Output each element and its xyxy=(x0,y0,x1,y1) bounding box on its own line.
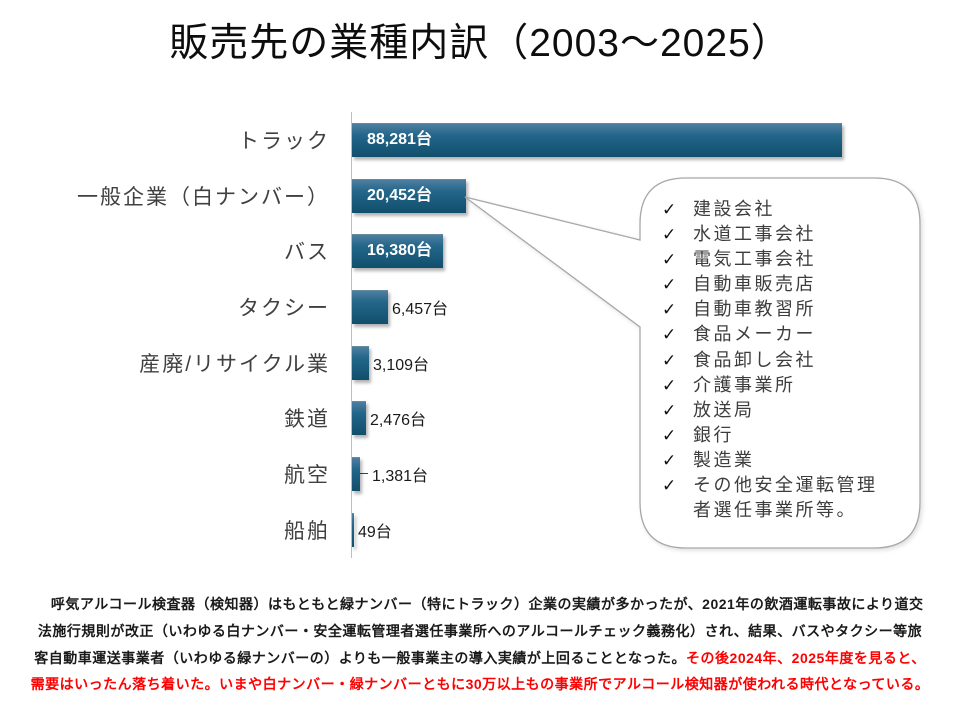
chart-row: タクシー 6,457台 xyxy=(0,279,900,335)
check-icon: ✓ xyxy=(662,250,677,270)
footer-segment: 客自動車運送事業者（いわゆる緑ナンバーの）よりも一般事業主の導入実績が上回ること… xyxy=(34,649,687,666)
footer-line: 需要はいったん落ち着いた。いまや白ナンバー・緑ナンバーともに30万以上もの事業所… xyxy=(0,671,960,698)
footer-line: 法施行規則が改正（いわゆる白ナンバー・安全運転管理者選任事業所へのアルコールチェ… xyxy=(0,618,960,645)
callout-list: ✓ 建設会社 ✓ 水道工事会社 ✓ 電気工事会社 ✓ 自動車販売店 ✓ 自動車教習所 ✓ 食品メーカー… xyxy=(660,197,912,523)
check-icon: ✓ xyxy=(662,225,677,245)
plot-area: 20,452台 xyxy=(351,167,900,224)
plot-area: 1,381台 xyxy=(351,446,900,502)
plot-area: 3,109台 xyxy=(351,334,900,391)
callout-item-label: 建設会社 xyxy=(693,199,775,219)
callout-item: ✓ 建設会社 xyxy=(660,197,912,222)
callout-item-label: 電気工事会社 xyxy=(693,249,816,270)
footer-line: 呼気アルコール検査器（検知器）はもともと緑ナンバー（特にトラック）企業の実績が多… xyxy=(0,591,960,618)
chart-row: トラック 88,281台 xyxy=(0,112,900,168)
check-icon: ✓ xyxy=(662,350,677,370)
category-label: バス xyxy=(284,241,330,265)
chart-row: 航空 1,381台 xyxy=(0,446,900,502)
bar xyxy=(352,456,360,491)
page-title: 販売先の業種内訳（2003～2025） xyxy=(169,22,791,65)
bar-value-label: 16,380台 xyxy=(367,242,432,260)
leader-line xyxy=(360,473,368,475)
category-label: 船舶 xyxy=(284,519,330,543)
bar-value-label: 3,109台 xyxy=(373,356,430,374)
callout-item: ✓ その他安全運転管理 者選任事業所等。 xyxy=(660,473,912,523)
check-icon: ✓ xyxy=(662,375,677,395)
bar-value-label: 2,476台 xyxy=(370,412,427,430)
callout-item: ✓ 自動車販売店 xyxy=(660,272,912,297)
callout-item-label: 放送局 xyxy=(693,399,755,420)
callout-item-label: 介護事業所 xyxy=(693,374,796,395)
callout-item: ✓ 製造業 xyxy=(660,448,912,473)
footer-note: 呼気アルコール検査器（検知器）はもともと緑ナンバー（特にトラック）企業の実績が多… xyxy=(0,591,960,698)
footer-segment: 法施行規則が改正（いわゆる白ナンバー・安全運転管理者選任事業所へのアルコールチェ… xyxy=(37,622,923,639)
footer-line: 客自動車運送事業者（いわゆる緑ナンバーの）よりも一般事業主の導入実績が上回ること… xyxy=(0,645,960,672)
check-icon: ✓ xyxy=(662,425,677,445)
callout-item: ✓ 電気工事会社 xyxy=(660,247,912,272)
bar xyxy=(352,289,388,324)
callout-item: ✓ 銀行 xyxy=(660,423,912,448)
bar xyxy=(352,345,369,380)
callout-item-label: その他安全運転管理 者選任事業所等。 xyxy=(693,475,878,521)
category-label: 鉄道 xyxy=(284,408,330,432)
callout-item-label: 自動車販売店 xyxy=(693,274,816,295)
callout-item-label: 水道工事会社 xyxy=(693,224,816,245)
category-label: タクシー xyxy=(238,296,330,320)
callout-item-label: 食品メーカー xyxy=(693,324,816,345)
bar-value-label: 20,452台 xyxy=(367,186,432,204)
bar-value-label: 1,381台 xyxy=(372,467,429,485)
plot-area: 88,281台 xyxy=(351,112,900,168)
callout-item: ✓ 食品メーカー xyxy=(660,322,912,347)
callout-item: ✓ 食品卸し会社 xyxy=(660,348,912,373)
check-icon: ✓ xyxy=(662,200,677,219)
check-icon: ✓ xyxy=(662,275,677,295)
bar xyxy=(352,401,366,436)
category-label: 産廃/リサイクル業 xyxy=(139,352,330,376)
plot-area: 49台 xyxy=(351,501,900,558)
callout-item: ✓ 介護事業所 xyxy=(660,373,912,398)
check-icon: ✓ xyxy=(662,400,677,420)
bar-value-label: 49台 xyxy=(358,523,392,541)
bar: 16,380台 xyxy=(352,234,443,269)
check-icon: ✓ xyxy=(662,300,677,320)
chart-row: 船舶 49台 xyxy=(0,501,900,558)
callout-item: ✓ 放送局 xyxy=(660,398,912,423)
check-icon: ✓ xyxy=(662,476,677,496)
check-icon: ✓ xyxy=(662,450,677,470)
footer-segment: 呼気アルコール検査器（検知器）はもともと緑ナンバー（特にトラック）企業の実績が多… xyxy=(36,596,924,612)
bar: 88,281台 xyxy=(352,122,842,157)
chart-row: 一般企業（白ナンバー） 20,452台 xyxy=(0,167,900,224)
callout-item: ✓ 自動車教習所 xyxy=(660,297,912,322)
bar xyxy=(352,512,354,547)
callout-item: ✓ 水道工事会社 xyxy=(660,222,912,247)
chart-row: 産廃/リサイクル業 3,109台 xyxy=(0,334,900,391)
bar: 20,452台 xyxy=(352,178,466,213)
callout-item-label: 自動車教習所 xyxy=(693,299,816,320)
check-icon: ✓ xyxy=(662,325,677,345)
bar-value-label: 88,281台 xyxy=(367,130,432,148)
footer-segment: その後2024年、2025年度を見ると、 xyxy=(686,649,926,666)
category-label: 一般企業（白ナンバー） xyxy=(77,185,330,209)
chart-row: バス 16,380台 xyxy=(0,223,900,280)
plot-area: 2,476台 xyxy=(351,390,900,447)
bar-value-label: 6,457台 xyxy=(392,300,449,318)
callout-item-label: 食品卸し会社 xyxy=(693,349,816,370)
plot-area: 6,457台 xyxy=(351,279,900,335)
plot-area: 16,380台 xyxy=(351,223,900,280)
chart-row: 鉄道 2,476台 xyxy=(0,390,900,447)
category-label: 航空 xyxy=(284,463,330,487)
bar-chart: トラック 88,281台一般企業（白ナンバー） 20,452台バス 16,380台タク… xyxy=(0,112,900,558)
footer-segment: 需要はいったん落ち着いた。いまや白ナンバー・緑ナンバーともに30万以上もの事業所… xyxy=(30,676,930,693)
callout-item-label: 製造業 xyxy=(693,449,755,470)
category-label: トラック xyxy=(238,129,330,153)
callout-item-label: 銀行 xyxy=(693,424,734,445)
